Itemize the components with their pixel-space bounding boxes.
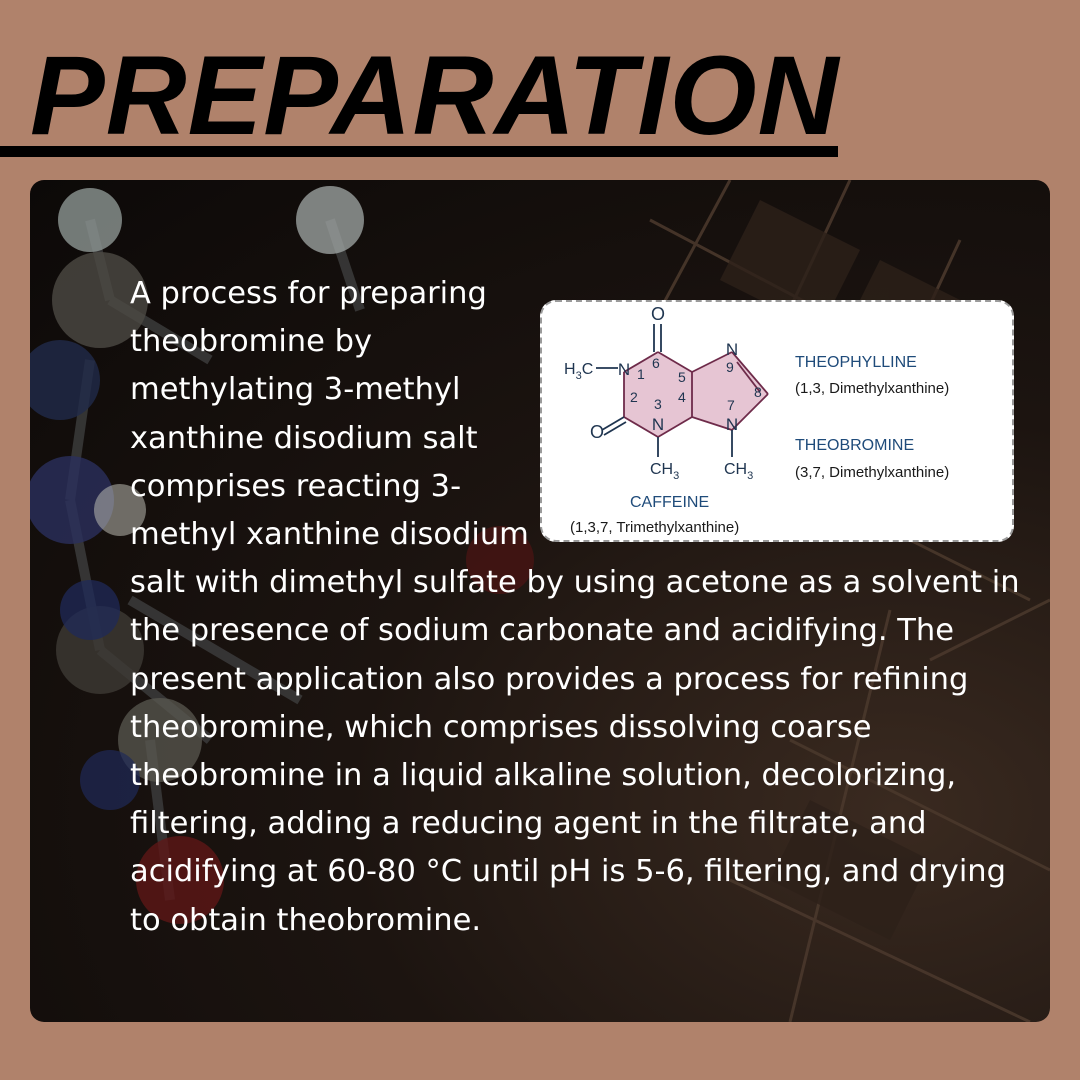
ring-number-5: 5 [678,369,686,385]
nitrogen-1: N [618,360,630,379]
label-theobromine: THEOBROMINE [795,437,914,454]
nitrogen-3: N [652,415,664,434]
title-underline [0,146,838,157]
label-theophylline: THEOPHYLLINE [795,354,917,371]
ring-number-2: 2 [630,389,638,405]
label-theophylline-sub: (1,3, Dimethylxanthine) [795,380,949,397]
ring-number-3: 3 [654,396,662,412]
page-title: PREPARATION [30,33,840,158]
label-caffeine: CAFFEINE [630,494,709,511]
ring-number-9: 9 [726,359,734,375]
oxygen-top: O [651,304,665,324]
ring-number-7: 7 [727,397,735,413]
label-theobromine-sub: (3,7, Dimethylxanthine) [795,464,949,481]
nitrogen-7: N [726,415,738,434]
body-text: A process for preparing theobromine by m… [130,276,1020,938]
xanthine-structure-diagram: O O N N N N H3C CH3 CH3 1 2 3 4 5 6 7 8 … [564,304,949,536]
ring-number-8: 8 [754,384,762,400]
ring-number-6: 6 [652,355,660,371]
methylxanthine-structure-card: O O N N N N H3C CH3 CH3 1 2 3 4 5 6 7 8 … [540,300,1014,542]
nitrogen-9: N [726,340,738,359]
label-caffeine-sub: (1,3,7, Trimethylxanthine) [570,519,739,536]
ch3-group-n7: CH3 [724,461,753,482]
body-paragraph: A process for preparing theobromine by m… [130,270,1030,945]
ring-number-4: 4 [678,389,686,405]
ch3-group-n3: CH3 [650,461,679,482]
ring-number-1: 1 [637,366,645,382]
oxygen-left: O [590,422,604,442]
h3c-group: H3C [564,361,593,382]
